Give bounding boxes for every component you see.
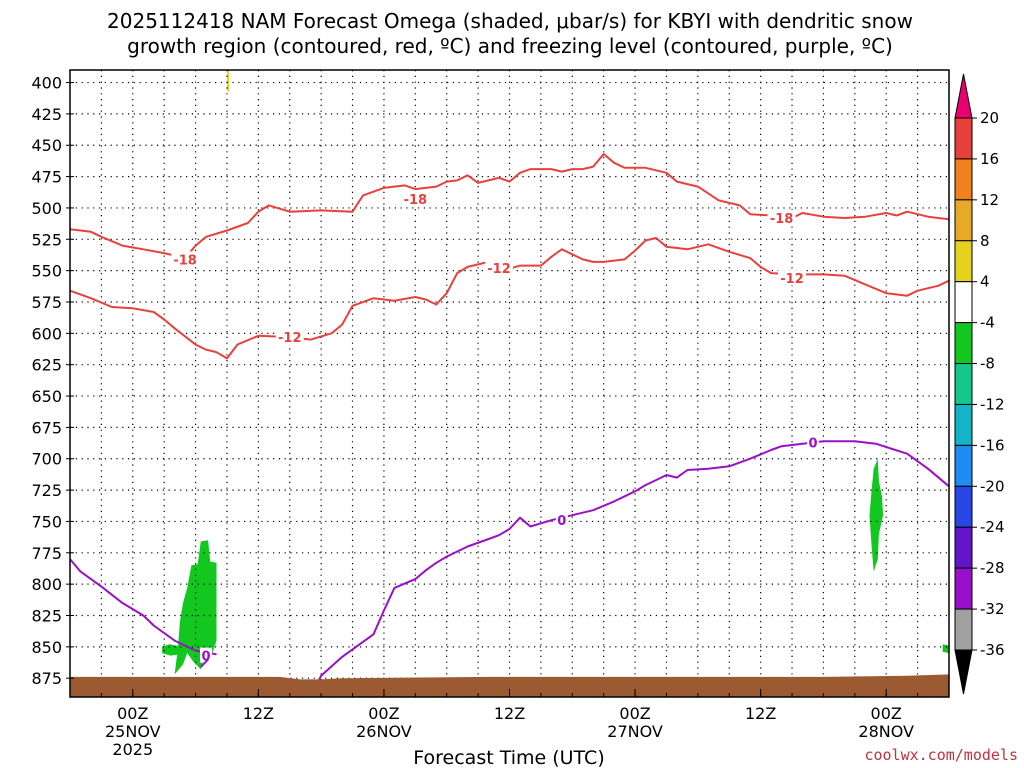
- x-tick-label-00Z-54: 00Z: [619, 704, 650, 723]
- contour-label-bg: [171, 251, 200, 267]
- green-omega-region-hour-11b: [162, 644, 183, 656]
- contour-label-0-0: 0: [202, 650, 211, 665]
- contour-label-0-1: 0: [808, 436, 817, 451]
- y-tick-label-825: 825: [31, 606, 62, 625]
- y-tick-label-400: 400: [31, 74, 62, 93]
- contour-label-bg: [401, 191, 430, 207]
- x-tick-label-00Z-6: 00Z: [117, 704, 148, 723]
- y-tick-label-550: 550: [31, 262, 62, 281]
- colorbar-label--28: -28: [980, 559, 1005, 577]
- colorbar-label--32: -32: [980, 600, 1005, 618]
- plot-area: -18 -18 -18 -12 -12 -12 0 0 0 400 425 450 475 500 525 5…: [31, 69, 950, 759]
- credit-text: coolwx.com/models: [864, 746, 1018, 764]
- shaded-omega-regions: [162, 70, 949, 675]
- colorbar-box-4: [954, 281, 973, 324]
- colorbar-box-7: [954, 403, 973, 446]
- contour-label-bg: [200, 647, 213, 663]
- colorbar-label-8: 8: [980, 232, 990, 250]
- freezing-level-near-surface: [200, 658, 209, 668]
- contour-label--12-1: -12: [487, 262, 511, 277]
- contour-label-bg: [485, 260, 514, 276]
- colorbar-label--20: -20: [980, 477, 1005, 495]
- x-axis-title: Forecast Time (UTC): [413, 747, 604, 768]
- colorbar-box-2: [954, 199, 973, 242]
- colorbar-label--36: -36: [980, 641, 1005, 659]
- colorbar-label--4: -4: [980, 314, 995, 332]
- colorbar-box-5: [954, 322, 973, 365]
- x-tick-label-12Z-18: 12Z: [243, 704, 274, 723]
- colorbar-top-arrow: [954, 73, 973, 119]
- y-tick-label-775: 775: [31, 544, 62, 563]
- contour-label-0-0: 0: [557, 514, 566, 529]
- green-omega-region-hour-11: [174, 540, 217, 675]
- x-tick-date-28NOV: 28NOV: [858, 722, 914, 741]
- contour-label--18-1: -18: [404, 193, 428, 208]
- contour-label--18-2: -18: [770, 212, 794, 227]
- colorbar-label-12: 12: [980, 191, 999, 209]
- contour-lines: -18 -18 -18 -12 -12 -12 0 0 0: [70, 153, 949, 697]
- contour-label-bg: [778, 270, 807, 286]
- x-tick-date-27NOV: 27NOV: [607, 722, 663, 741]
- colorbar-box-3: [954, 240, 973, 283]
- x-tick-label-00Z-78: 00Z: [871, 704, 902, 723]
- colorbar-box-9: [954, 485, 973, 528]
- y-axis-ticks: 400 425 450 475 500 525 550 575 600 625 650 675 700 7…: [31, 74, 74, 688]
- y-tick-label-750: 750: [31, 512, 62, 531]
- x-tick-year: 2025: [112, 740, 153, 759]
- y-tick-label-475: 475: [31, 168, 62, 187]
- colorbar-box-0: [954, 117, 973, 160]
- contour-label-bg: [555, 512, 568, 528]
- x-tick-label-00Z-30: 00Z: [368, 704, 399, 723]
- y-tick-label-850: 850: [31, 638, 62, 657]
- contour-label--18-0: -18: [173, 253, 197, 268]
- y-tick-label-525: 525: [31, 230, 62, 249]
- colorbar-box-10: [954, 526, 973, 569]
- colorbar-label-4: 4: [980, 273, 990, 291]
- colorbar-label--12: -12: [980, 395, 1005, 413]
- y-tick-label-650: 650: [31, 387, 62, 406]
- terrain-surface: [70, 674, 949, 697]
- colorbar-legend: 20 16 12 8 4 -4 -8 -12 -16 -20 -24 -28 -32 -36: [954, 73, 1005, 695]
- y-tick-label-700: 700: [31, 450, 62, 469]
- x-tick-date-25NOV: 25NOV: [105, 722, 161, 741]
- y-tick-label-875: 875: [31, 669, 62, 688]
- contour-label--12-2: -12: [780, 272, 804, 287]
- grid-lines: [70, 70, 949, 697]
- y-tick-label-600: 600: [31, 324, 62, 343]
- chart-title-line-2: growth region (contoured, red, ºC) and f…: [127, 34, 893, 58]
- chart-title-line-1: 2025112418 NAM Forecast Omega (shaded, μ…: [107, 9, 913, 33]
- x-tick-label-12Z-66: 12Z: [745, 704, 776, 723]
- y-tick-label-725: 725: [31, 481, 62, 500]
- colorbar-box-8: [954, 444, 973, 487]
- green-omega-region-hour-84: [942, 644, 949, 654]
- y-tick-label-575: 575: [31, 293, 62, 312]
- y-tick-label-450: 450: [31, 136, 62, 155]
- colorbar-label-16: 16: [980, 150, 999, 168]
- colorbar-box-11: [954, 567, 973, 610]
- contour-label-bg: [806, 434, 819, 450]
- colorbar-label-20: 20: [980, 109, 999, 127]
- colorbar-box-12: [954, 608, 973, 651]
- green-omega-region-hour-77: [869, 458, 884, 572]
- contour-label-bg: [767, 209, 796, 225]
- y-tick-label-800: 800: [31, 575, 62, 594]
- x-tick-date-26NOV: 26NOV: [356, 722, 412, 741]
- yellow-omega-region-hour-15: [227, 70, 230, 92]
- colorbar-bottom-arrow: [954, 649, 973, 695]
- y-tick-label-500: 500: [31, 199, 62, 218]
- colorbar-label--24: -24: [980, 518, 1005, 536]
- y-tick-label-425: 425: [31, 105, 62, 124]
- contour-label-bg: [275, 329, 304, 345]
- colorbar-label--16: -16: [980, 436, 1005, 454]
- x-tick-label-12Z-42: 12Z: [494, 704, 525, 723]
- colorbar-box-1: [954, 158, 973, 201]
- contour-label--12-0: -12: [278, 331, 302, 346]
- contour-freezing-level-0c-early-: [70, 558, 217, 656]
- y-tick-label-675: 675: [31, 418, 62, 437]
- y-tick-label-625: 625: [31, 356, 62, 375]
- colorbar-box-6: [954, 363, 973, 405]
- colorbar-label--8: -8: [980, 355, 995, 373]
